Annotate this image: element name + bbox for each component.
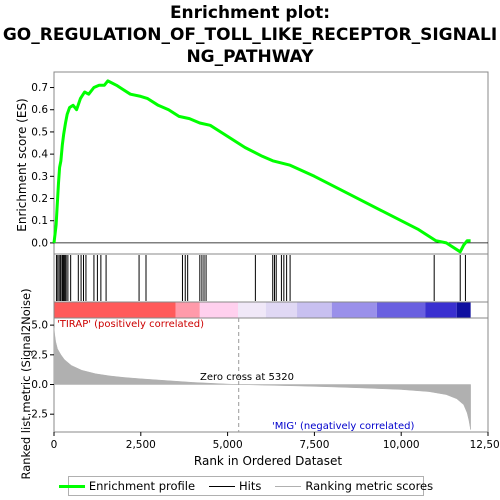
title-line-1: Enrichment plot:: [169, 3, 331, 23]
x-tick-label: 2,500: [126, 439, 156, 451]
x-tick-label: 7,500: [299, 439, 329, 451]
hits-panel-frame: [53, 253, 489, 303]
legend-label-enrichment: Enrichment profile: [88, 479, 196, 493]
es-y-tick-label: 0.6: [31, 104, 48, 116]
legend-label-ranking: Ranking metric scores: [305, 479, 434, 493]
zero-cross-label: Zero cross at 5320: [200, 372, 294, 383]
color-bar-segment: [376, 302, 426, 318]
title-line-2: GO_REGULATION_OF_TOLL_LIKE_RECEPTOR_SIGN…: [2, 25, 498, 45]
rank-metric-panel: -2.5 0.0 2.5 5.0: [28, 317, 489, 433]
es-y-tick-label: 0.3: [31, 171, 48, 183]
color-bar-segment: [265, 302, 298, 318]
legend-label-hits: Hits: [239, 479, 262, 493]
x-tick-label: 0: [51, 439, 58, 451]
color-bar-segment: [238, 302, 266, 318]
color-bar-segment: [297, 302, 332, 318]
x-tick-label: 5,000: [213, 439, 243, 451]
metric-y-tick-label: -2.5: [28, 409, 49, 421]
color-bar-segment: [331, 302, 377, 318]
es-panel-frame: [53, 71, 489, 255]
es-y-tick-label: 0.7: [31, 82, 48, 94]
metric-y-tick-label: 2.5: [31, 349, 48, 361]
color-bar-segment: [456, 302, 471, 318]
enrichment-profile-line: [52, 79, 471, 254]
legend-swatch-hits: [209, 485, 236, 487]
legend-swatch-enrichment: [58, 484, 85, 488]
color-bar-segment: [175, 302, 200, 318]
legend: Enrichment profile Hits Ranking metric s…: [58, 476, 433, 496]
legend-item-hits: Hits: [209, 479, 261, 493]
legend-item-enrichment: Enrichment profile: [58, 479, 196, 493]
x-axis: 0 2,500 5,000 7,500 10,000 12,500: [51, 432, 500, 451]
title-line-3: NG_PATHWAY: [186, 47, 314, 67]
legend-swatch-ranking: [275, 485, 302, 487]
metric-y-tick-label: 0.0: [31, 379, 48, 391]
es-y-tick-label: 0.1: [31, 215, 48, 227]
metric-ylabel: Ranked list metric (Signal2Noise): [19, 288, 33, 479]
x-axis-label: Rank in Ordered Dataset: [194, 454, 342, 468]
color-bar-segment: [425, 302, 457, 318]
ranking-metric-area: [53, 327, 471, 430]
metric-panel-frame: [53, 317, 489, 433]
es-y-tick-label: 0.4: [31, 149, 48, 161]
es-y-tick-label: 0.2: [31, 193, 48, 205]
x-tick-label: 10,000: [383, 439, 420, 451]
metric-y-tick-label: 5.0: [31, 320, 48, 332]
es-panel: 0.0 0.1 0.2 0.3 0.4 0.5 0.6 0.7: [31, 71, 489, 255]
hits-panel: [53, 253, 489, 319]
positive-correlation-label: 'TIRAP' (positively correlated): [57, 319, 204, 330]
negative-correlation-label: 'MIG' (negatively correlated): [272, 421, 414, 432]
color-bar-segment: [54, 302, 176, 318]
x-tick-label: 12,500: [470, 439, 500, 451]
legend-item-ranking: Ranking metric scores: [275, 479, 433, 493]
es-y-tick-label: 0.0: [31, 237, 48, 249]
chart-title: Enrichment plot: GO_REGULATION_OF_TOLL_L…: [0, 2, 500, 68]
es-ylabel: Enrichment score (ES): [15, 98, 29, 231]
es-y-tick-label: 0.5: [31, 126, 48, 138]
color-bar-segment: [199, 302, 239, 318]
